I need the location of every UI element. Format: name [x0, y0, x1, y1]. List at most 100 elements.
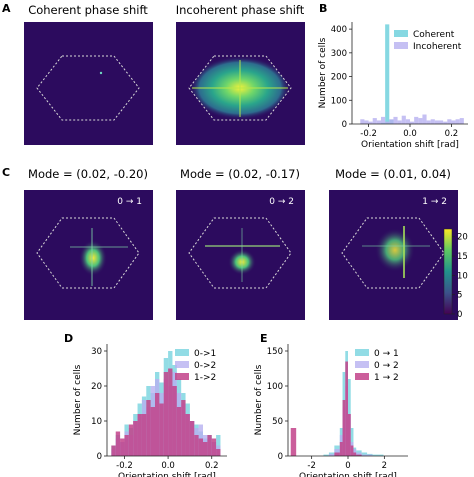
bar	[376, 120, 381, 124]
bar	[426, 120, 431, 124]
legend-swatch	[355, 349, 369, 356]
bar	[198, 438, 203, 456]
transition-label: 0 → 1	[117, 197, 142, 207]
map-coherent	[24, 22, 153, 145]
chart-e: -2 0 2 0 50 100 150 Orientation shift [rad] Numb…	[254, 344, 408, 477]
map-transition-0-2: 0 → 2	[176, 190, 305, 320]
colorbar-tick-label: 15	[457, 252, 468, 262]
colorbar-gradient	[443, 228, 453, 315]
bar	[150, 407, 155, 456]
bar	[455, 119, 460, 124]
x-tick-label: 2	[382, 461, 387, 471]
bar	[207, 435, 212, 456]
y-tick-label: 150	[267, 347, 283, 357]
legend-label: Coherent	[413, 30, 455, 40]
y-tick-label: 100	[331, 96, 347, 106]
bar	[328, 453, 335, 456]
y-axis-label: Number of cells	[318, 37, 328, 108]
chart-d: -0.2 0.0 0.2 0 10 20 30 Orientation shift [rad]…	[73, 344, 227, 477]
legend-swatch	[175, 373, 189, 380]
bar	[385, 24, 390, 124]
bar	[172, 386, 177, 456]
bar	[133, 421, 138, 456]
bar	[290, 428, 297, 456]
activity-dot	[99, 71, 103, 75]
x-axis-label: Orientation shift [rad]	[361, 140, 459, 150]
y-axis-label: Number of cells	[254, 364, 264, 435]
bar	[168, 368, 173, 456]
panel-a-title-right: Incoherent phase shift	[176, 3, 305, 17]
bar	[159, 403, 164, 456]
chart-b: -0.2 0.0 0.2 0 100 200 300 400 Orientation shift…	[318, 22, 468, 150]
bar	[372, 118, 377, 124]
y-tick-label: 20	[91, 382, 102, 392]
bar	[422, 114, 427, 124]
bar	[323, 454, 329, 456]
colorbar-tick-label: 10	[457, 271, 468, 281]
bar	[364, 120, 369, 124]
legend-label: 1 → 2	[374, 373, 399, 383]
colorbar-tick-label: 20	[457, 233, 468, 243]
bar	[439, 120, 444, 124]
legend-label: Incoherent	[413, 42, 462, 52]
bar	[372, 454, 378, 456]
bar	[342, 400, 346, 456]
legend-label: 1->2	[194, 373, 216, 383]
y-tick-label: 0	[342, 120, 347, 130]
bar	[350, 445, 354, 456]
bar	[410, 121, 415, 124]
colorbar-tick-label: 5	[457, 291, 462, 301]
bar	[216, 449, 221, 456]
y-tick-label: 0	[278, 452, 283, 462]
y-tick-label: 100	[267, 382, 283, 392]
x-tick-label: 0	[345, 461, 350, 471]
colorbar-tick-label: 0	[457, 310, 462, 320]
bar	[367, 454, 373, 456]
bar	[345, 361, 348, 456]
legend-label: 0->2	[194, 361, 216, 371]
bar	[443, 121, 448, 124]
y-tick-label: 400	[331, 25, 347, 35]
panel-letter-b: B	[319, 2, 327, 15]
panel-letter-a: A	[2, 2, 11, 15]
transition-label: 0 → 2	[269, 197, 294, 207]
bar	[115, 431, 121, 456]
x-axis-label: Orientation shift [rad]	[118, 472, 216, 477]
legend-label: 0 → 2	[374, 361, 399, 371]
bar	[405, 119, 410, 124]
panel-letter-d: D	[64, 332, 73, 345]
bar	[389, 119, 394, 124]
colorbar: 0 5 10 15 20	[443, 228, 468, 320]
bar	[181, 400, 186, 456]
bar	[189, 421, 195, 456]
bar	[356, 454, 362, 456]
legend-swatch	[355, 361, 369, 368]
bar	[378, 454, 384, 456]
bar	[203, 442, 208, 456]
legend-label: 0->1	[194, 349, 216, 359]
map-transition-0-1: 0 → 1	[24, 190, 153, 320]
bar	[353, 452, 357, 456]
legend-swatch	[175, 349, 189, 356]
bar	[414, 116, 419, 124]
bar	[111, 445, 116, 456]
bar	[393, 116, 398, 124]
y-tick-label: 300	[331, 49, 347, 59]
bar	[128, 424, 134, 456]
legend-label: 0 → 1	[374, 349, 399, 359]
x-tick-label: 0.2	[445, 129, 459, 139]
map-background	[24, 22, 153, 145]
bar	[381, 116, 386, 124]
panel-c-title-1: Mode = (0.02, -0.20)	[28, 167, 148, 181]
y-axis-label: Number of cells	[73, 364, 83, 435]
bar	[360, 119, 365, 124]
x-tick-label: 0.2	[205, 461, 219, 471]
x-tick-label: -0.2	[116, 461, 133, 471]
x-tick-label: -0.2	[360, 129, 377, 139]
bar	[356, 452, 362, 456]
bar	[385, 121, 390, 124]
bar	[194, 435, 199, 456]
y-tick-label: 200	[331, 73, 347, 83]
panel-c-title-3: Mode = (0.01, 0.04)	[335, 167, 451, 181]
hexagon-outline	[188, 217, 292, 289]
